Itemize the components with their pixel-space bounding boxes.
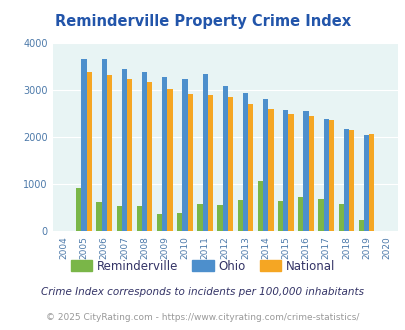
Bar xyxy=(122,69,127,231)
Text: Crime Index corresponds to incidents per 100,000 inhabitants: Crime Index corresponds to incidents per… xyxy=(41,287,364,297)
Bar xyxy=(227,97,232,231)
Bar xyxy=(363,135,368,231)
Legend: Reminderville, Ohio, National: Reminderville, Ohio, National xyxy=(66,255,339,278)
Bar xyxy=(147,82,152,231)
Bar xyxy=(242,93,247,231)
Bar xyxy=(237,200,242,231)
Bar xyxy=(136,206,142,231)
Bar xyxy=(368,134,373,231)
Bar xyxy=(288,115,293,231)
Bar xyxy=(101,59,107,231)
Bar xyxy=(127,79,132,231)
Bar xyxy=(81,59,87,231)
Bar xyxy=(156,214,162,231)
Bar xyxy=(182,79,187,231)
Bar xyxy=(338,204,343,231)
Text: Reminderville Property Crime Index: Reminderville Property Crime Index xyxy=(55,14,350,29)
Bar xyxy=(107,75,112,231)
Bar xyxy=(308,116,313,231)
Bar xyxy=(177,213,182,231)
Bar xyxy=(217,205,222,231)
Bar xyxy=(167,89,172,231)
Bar xyxy=(277,201,283,231)
Bar xyxy=(303,111,308,231)
Bar xyxy=(318,199,323,231)
Text: © 2025 CityRating.com - https://www.cityrating.com/crime-statistics/: © 2025 CityRating.com - https://www.city… xyxy=(46,313,359,322)
Bar xyxy=(187,94,192,231)
Bar xyxy=(142,72,147,231)
Bar xyxy=(348,130,354,231)
Bar xyxy=(358,220,363,231)
Bar xyxy=(328,120,333,231)
Bar xyxy=(323,118,328,231)
Bar xyxy=(257,182,262,231)
Bar xyxy=(343,129,348,231)
Bar xyxy=(207,95,213,231)
Bar xyxy=(283,110,288,231)
Bar xyxy=(297,197,303,231)
Bar xyxy=(197,204,202,231)
Bar xyxy=(76,188,81,231)
Bar xyxy=(202,74,207,231)
Bar xyxy=(116,206,121,231)
Bar xyxy=(222,86,227,231)
Bar xyxy=(262,99,268,231)
Bar xyxy=(268,109,273,231)
Bar xyxy=(162,77,167,231)
Bar xyxy=(96,202,101,231)
Bar xyxy=(87,72,92,231)
Bar xyxy=(247,104,253,231)
